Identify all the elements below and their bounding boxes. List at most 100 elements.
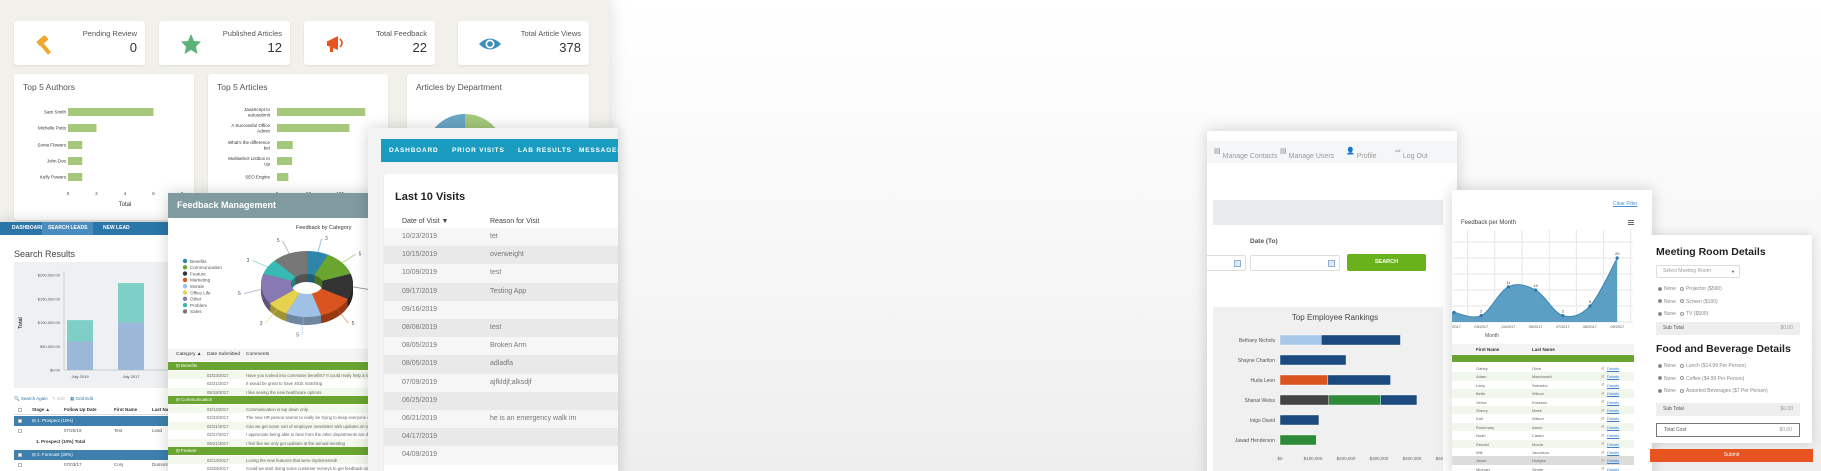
radio-option[interactable]: TV ($500) (1680, 311, 1708, 317)
calendar-icon[interactable] (1328, 260, 1335, 267)
radio-selected[interactable] (1658, 299, 1662, 304)
table-row[interactable] (1452, 431, 1634, 440)
nav-log-out[interactable]: ⇨ Log Out (1395, 147, 1428, 160)
table-row[interactable] (384, 391, 618, 410)
nav-dashboard[interactable]: DASHBOARD (389, 147, 439, 154)
column-header[interactable]: Category ▲ (176, 352, 202, 357)
details-link[interactable]: Details (1607, 408, 1620, 413)
nav-prior-visits[interactable]: PRIOR VISITS (452, 147, 505, 154)
table-row[interactable] (384, 228, 618, 247)
radio-unselected[interactable] (1680, 311, 1684, 316)
grid-edit-button[interactable]: ▦ Grid Edit (70, 396, 94, 401)
clear-filter-link[interactable]: Clear Filter (1613, 201, 1638, 207)
radio-selected[interactable] (1658, 388, 1662, 393)
column-header[interactable]: Comments (246, 352, 270, 357)
row-checkbox[interactable] (18, 453, 22, 457)
table-row[interactable] (1452, 380, 1634, 390)
table-row[interactable] (384, 355, 618, 374)
radio-selected[interactable] (1658, 311, 1662, 316)
table-row[interactable] (384, 300, 618, 319)
column-header-last-name[interactable]: Last Name (1532, 347, 1555, 352)
details-link[interactable]: Details (1607, 433, 1620, 439)
column-header[interactable]: First Name (114, 407, 138, 412)
radio-selected[interactable] (1658, 363, 1662, 368)
details-link[interactable]: Details (1607, 458, 1620, 464)
radio-none[interactable]: None (1658, 388, 1676, 394)
meeting-room-select[interactable]: Select Meeting Room ▼ (1656, 265, 1740, 278)
details-link[interactable]: Details (1607, 399, 1620, 405)
nav-new-lead[interactable]: NEW LEAD (103, 225, 130, 231)
details-link[interactable]: Details (1607, 466, 1620, 471)
table-row[interactable] (1452, 397, 1634, 406)
details-link[interactable]: Details (1607, 441, 1620, 447)
radio-option[interactable]: Screen ($100) (1680, 299, 1718, 305)
details-link[interactable]: Details (1607, 424, 1620, 430)
table-row[interactable] (1452, 456, 1634, 465)
table-row[interactable] (1452, 422, 1634, 432)
table-row[interactable] (384, 264, 618, 283)
table-row[interactable] (1452, 414, 1634, 423)
table-row[interactable] (1452, 389, 1634, 398)
nav-manage-users[interactable]: ▤ Manage Users (1280, 147, 1334, 160)
row-checkbox[interactable] (18, 419, 22, 423)
table-row[interactable] (1452, 448, 1634, 457)
table-row[interactable] (384, 246, 618, 265)
group-row[interactable]: ⊟ Feature (168, 447, 378, 455)
radio-option[interactable]: Assorted Beverages ($7 Per Person) (1680, 388, 1768, 394)
details-link[interactable]: Details (1607, 382, 1620, 388)
radio-none[interactable]: None (1658, 363, 1676, 369)
date-to-input[interactable] (1250, 255, 1340, 271)
column-header-first-name[interactable]: First Name (1476, 347, 1500, 352)
date-from-input[interactable] (1207, 255, 1246, 271)
radio-unselected[interactable] (1680, 388, 1684, 393)
nav-dashboard[interactable]: DASHBOARD (12, 225, 45, 231)
submit-button[interactable]: Submit (1650, 449, 1813, 462)
radio-option[interactable]: Coffee ($4.99 Per Person) (1680, 376, 1744, 382)
nav-profile[interactable]: 👤 Profile (1346, 147, 1377, 160)
details-link[interactable]: Details (1607, 366, 1620, 371)
details-link[interactable]: Details (1607, 391, 1620, 397)
table-row[interactable] (1452, 364, 1634, 373)
nav-messages[interactable]: MESSAGES (579, 147, 618, 154)
table-row[interactable] (1452, 406, 1634, 415)
column-header[interactable]: Last Name (152, 407, 172, 412)
calendar-icon[interactable] (1234, 260, 1241, 267)
radio-option[interactable]: Lunch ($14.99 Per Person) (1680, 363, 1746, 369)
select-all-checkbox[interactable] (18, 408, 22, 412)
nav-lab-results[interactable]: LAB RESULTS (518, 147, 572, 154)
radio-unselected[interactable] (1680, 286, 1684, 291)
radio-none[interactable]: None (1658, 286, 1676, 292)
radio-unselected[interactable] (1680, 363, 1684, 368)
radio-option[interactable]: Projector ($500) (1680, 286, 1722, 292)
column-header-date[interactable]: Date of Visit ▼ (402, 218, 449, 225)
radio-selected[interactable] (1658, 286, 1662, 291)
table-row[interactable] (1452, 464, 1634, 471)
column-header[interactable]: Stage ▲ (32, 407, 50, 412)
nav-search-leads[interactable]: SEARCH LEADS (42, 222, 94, 235)
details-link[interactable]: Details (1607, 416, 1620, 422)
radio-unselected[interactable] (1680, 376, 1684, 381)
column-header[interactable]: Follow Up Date (64, 407, 97, 412)
group-row[interactable]: ⊟ Benefits (168, 362, 378, 370)
table-row[interactable] (384, 410, 618, 429)
radio-none[interactable]: None (1658, 376, 1676, 382)
table-row[interactable] (384, 446, 618, 465)
table-row[interactable] (384, 428, 618, 447)
radio-unselected[interactable] (1680, 299, 1684, 304)
search-button[interactable]: SEARCH (1347, 254, 1426, 271)
radio-none[interactable]: None (1658, 299, 1676, 305)
radio-selected[interactable] (1658, 376, 1662, 381)
search-again-button[interactable]: 🔍 Search Again (14, 396, 48, 401)
group-row[interactable]: ⊟ Communication (168, 396, 378, 404)
column-header-reason[interactable]: Reason for Visit (490, 218, 540, 225)
table-row[interactable] (384, 282, 618, 301)
details-link[interactable]: Details (1607, 374, 1620, 380)
group-row[interactable] (14, 416, 172, 426)
details-link[interactable]: Details (1607, 450, 1620, 455)
table-row[interactable] (384, 373, 618, 392)
table-row[interactable] (1452, 439, 1634, 448)
row-checkbox[interactable] (18, 463, 22, 467)
table-row[interactable] (384, 319, 618, 338)
edit-button[interactable]: ✎ Edit (52, 396, 65, 401)
column-header[interactable]: Date Submitted (207, 352, 241, 357)
